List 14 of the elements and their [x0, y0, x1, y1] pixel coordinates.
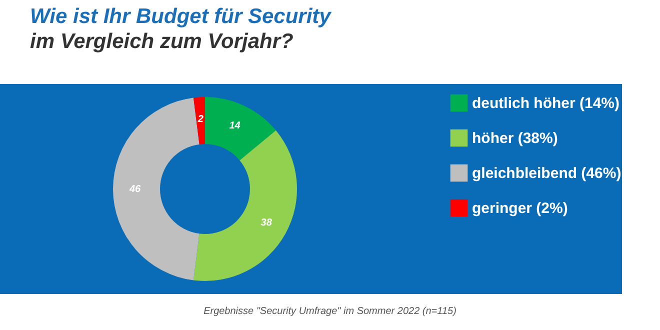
donut-slice [193, 97, 205, 144]
data-label: 38 [260, 218, 272, 229]
donut-slice [113, 98, 200, 280]
legend-label: geringer (2%) [472, 200, 568, 217]
text: Ergebnisse "Security Umfrage" im Sommer 2022 (n=115) [202, 306, 458, 317]
data-label: 14 [229, 120, 241, 132]
legend-label: gleichbleibend (46%) [472, 165, 622, 182]
legend-label: deutlich höher (14%) [472, 95, 620, 112]
data-label: 46 [128, 184, 141, 195]
donut-slice [205, 97, 276, 160]
chart-title: Wie ist Ihr Budget für Security im Vergleich zum Vorjahr? [30, 5, 331, 53]
data-label: 2 [196, 114, 204, 126]
donut-slice [193, 130, 297, 281]
legend-label: höher (38%) [472, 130, 558, 147]
